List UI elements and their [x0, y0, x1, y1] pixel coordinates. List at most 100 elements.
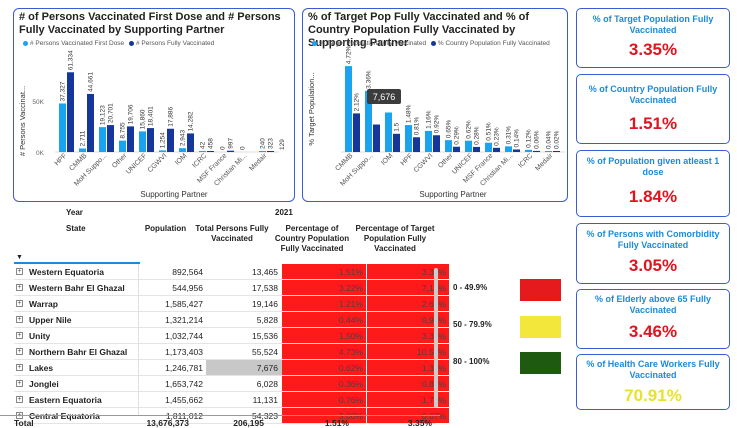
bar [199, 151, 206, 152]
data-label: 61,334 [68, 50, 75, 70]
expand-icon[interactable]: + [16, 364, 23, 371]
data-label: 997 [228, 137, 235, 148]
target-pct-cell: 2.68% [367, 296, 449, 311]
target-pct-cell: 7.15% [367, 280, 449, 295]
kpi-card-country-pop[interactable]: % of Country Population Fully Vaccinated… [576, 74, 730, 144]
chart-title: # of Persons Vaccinated First Dose and #… [19, 11, 281, 36]
data-label: 1.16% [426, 110, 433, 129]
state-name: Upper Nile [29, 315, 72, 325]
legend-swatch [128, 40, 134, 46]
kpi-card-comorbidity[interactable]: % of Persons with Comorbidity Fully Vacc… [576, 223, 730, 284]
data-label: 0.31% [506, 126, 513, 145]
chart-legend: # Persons Vaccinated First Dose # Person… [20, 40, 214, 47]
data-label: 8,755 [120, 122, 127, 139]
table-row[interactable]: + Unity 1,032,744 15,536 1.50%3.34% [14, 328, 449, 344]
target-pct-cell: 10.52% [367, 344, 449, 359]
kpi-label: % of Target Population Fully Vaccinated [592, 14, 714, 35]
x-tick-label: IOM [174, 152, 188, 166]
column-header-fully[interactable]: Total Persons Fully Vaccinated [195, 224, 269, 243]
x-axis-title: Supporting Partner [140, 190, 207, 199]
data-label: 0.29% [454, 126, 461, 145]
first-dose-vs-fully-chart[interactable]: # of Persons Vaccinated First Dose and #… [13, 8, 295, 202]
table-row[interactable]: + Western Bahr El Ghazal 544,956 17,538 3.22… [14, 280, 449, 296]
legend-entry: % Country Population Fully Vaccinated [437, 40, 550, 47]
column-header-country-pct[interactable]: Percentage of Country Population Fully V… [274, 224, 350, 253]
y-tick-label: 0K [36, 150, 45, 157]
bar [227, 150, 234, 152]
expand-icon[interactable]: + [16, 348, 23, 355]
bar [167, 128, 174, 152]
pct-fully-vaccinated-chart[interactable]: % of Target Pop Fully Vaccinated and % o… [302, 8, 568, 202]
fully-vaccinated-cell: 11,131 [252, 395, 278, 405]
target-pct-cell: 3.35% [367, 264, 449, 279]
color-legend-label: 80 - 100% [453, 357, 490, 366]
sort-down-icon[interactable]: ▼ [16, 254, 23, 261]
population-cell: 1,032,744 [165, 331, 203, 341]
table-row[interactable]: + Eastern Equatoria 1,455,662 11,131 0.76%1.… [14, 392, 449, 408]
state-name: Eastern Equatoria [29, 395, 102, 405]
bar [373, 124, 380, 152]
kpi-card-target-pop[interactable]: % of Target Population Fully Vaccinated … [576, 8, 730, 68]
expand-icon[interactable]: + [16, 268, 23, 275]
country-pct-cell: 0.44% [282, 312, 366, 327]
expand-icon[interactable]: + [16, 300, 23, 307]
year-header: Year [66, 208, 83, 217]
bar [159, 150, 166, 152]
table-row[interactable]: + Warrap 1,585,427 19,146 1.21%2.68% [14, 296, 449, 312]
expand-icon[interactable]: + [16, 316, 23, 323]
target-pct-cell: 0.81% [367, 376, 449, 391]
bar [525, 149, 532, 152]
country-pct-cell: 3.22% [282, 280, 366, 295]
data-label: 0.14% [514, 129, 521, 148]
legend-entry: # Persons Vaccinated First Dose [30, 40, 125, 47]
color-legend-label: 50 - 79.9% [453, 320, 492, 329]
country-pct-cell: 4.73% [282, 344, 366, 359]
bar [59, 103, 66, 152]
kpi-card-health-workers[interactable]: % of Health Care Workers Fully Vaccinate… [576, 354, 730, 410]
column-header-target-pct[interactable]: Percentage of Target Population Fully Va… [355, 224, 435, 253]
kpi-card-one-dose[interactable]: % of Population given atleast 1 dose 1.8… [576, 150, 730, 217]
fully-vaccinated-cell: 19,146 [252, 299, 278, 309]
data-label: 4.72% [346, 45, 353, 64]
year-value: 2021 [275, 208, 293, 217]
data-label: 0.02% [554, 130, 561, 149]
expand-icon[interactable]: + [16, 380, 23, 387]
expand-icon[interactable]: + [16, 396, 23, 403]
x-tick-label: Medair [248, 152, 269, 173]
country-pct-cell: 1.51% [282, 264, 366, 279]
table-row[interactable]: + Upper Nile 1,321,214 5,828 0.44%0.98% [14, 312, 449, 328]
expand-icon[interactable]: + [16, 284, 23, 291]
color-legend-swatch-yellow [520, 316, 561, 338]
fully-vaccinated-cell: 5,828 [256, 315, 278, 325]
table-row[interactable]: + Western Equatoria 892,564 13,465 1.51%3.35… [14, 264, 449, 280]
table-row[interactable]: + Northern Bahr El Ghazal 1,173,403 55,524 4… [14, 344, 449, 360]
column-header-state[interactable]: State [66, 224, 86, 233]
expand-icon[interactable]: + [16, 332, 23, 339]
data-label: 17,886 [168, 106, 175, 126]
bar [453, 146, 460, 152]
table-total-row: Total 13,676,373 206,195 1.51% 3.35% [0, 415, 440, 428]
state-matrix-table[interactable]: Year 2021 State Population Total Persons… [0, 208, 449, 428]
kpi-value: 3.35% [628, 40, 678, 59]
bar [67, 72, 74, 152]
data-label: 1.48% [406, 104, 413, 123]
population-cell: 1,246,781 [165, 363, 203, 373]
data-label: 0.23% [494, 127, 501, 146]
legend-swatch [312, 40, 317, 46]
data-label: 1,254 [160, 132, 167, 149]
chart-legend: % Target Population Fully Vaccinated % C… [309, 40, 550, 47]
y-axis-title: # Persons Vaccinat... [18, 86, 27, 156]
column-header-population[interactable]: Population [144, 224, 187, 233]
data-label: 323 [268, 138, 275, 149]
kpi-value: 1.51% [628, 114, 678, 133]
data-label: 19,706 [128, 104, 135, 124]
kpi-card-elderly[interactable]: % of Elderly above 65 Fully Vaccinated 3… [576, 289, 730, 349]
kpi-label: % of Persons with Comorbidity Fully Vacc… [586, 229, 720, 250]
table-row[interactable]: + Jonglei 1,653,742 6,028 0.36%0.81% [14, 376, 449, 392]
data-label: 2,711 [80, 130, 87, 146]
total-label: Total [14, 418, 34, 428]
fully-vaccinated-cell: 55,524 [252, 347, 278, 357]
table-scrollbar[interactable] [434, 268, 438, 408]
